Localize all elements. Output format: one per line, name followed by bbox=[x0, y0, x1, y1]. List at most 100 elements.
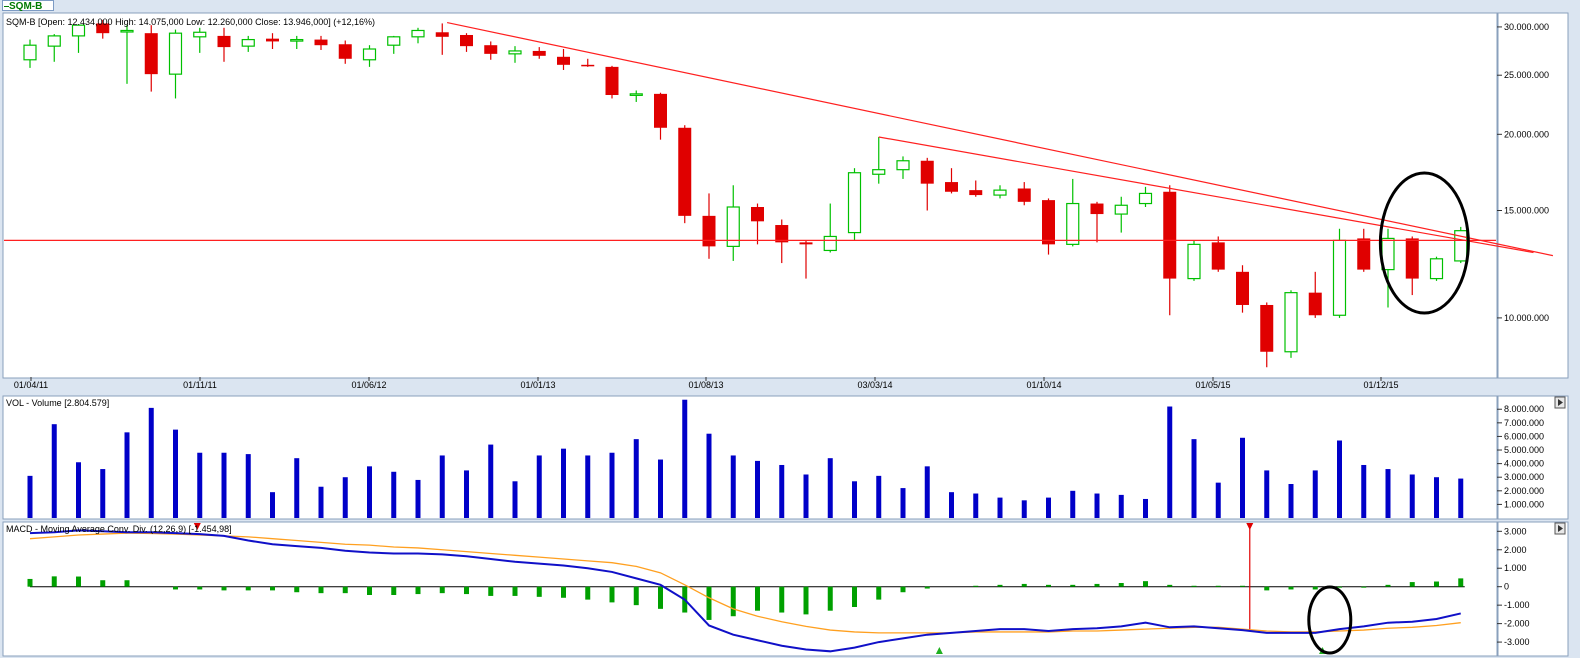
candle bbox=[557, 49, 570, 70]
candle bbox=[1308, 271, 1322, 318]
volume-panel-plot bbox=[2, 395, 1498, 520]
candle bbox=[71, 24, 86, 53]
macd-y-tick-label: 1.000 bbox=[1504, 563, 1527, 573]
price-x-tick-label: 01/05/15 bbox=[1195, 380, 1230, 390]
volume-bar bbox=[1361, 464, 1367, 518]
macd-histogram-bar bbox=[803, 586, 809, 615]
candle-body bbox=[71, 24, 86, 37]
price-y-tick-label: 10.000.000 bbox=[1504, 313, 1549, 323]
volume-bar bbox=[1312, 470, 1318, 518]
collapse-macd-button[interactable] bbox=[1554, 522, 1566, 535]
candle bbox=[775, 219, 789, 264]
annotation-circle-macd bbox=[1307, 585, 1353, 655]
volume-bar bbox=[51, 424, 57, 518]
price-x-tick-label: 01/01/13 bbox=[520, 380, 555, 390]
candle-body bbox=[1090, 203, 1104, 215]
volume-bar bbox=[1046, 497, 1051, 518]
candle-body bbox=[847, 172, 862, 234]
volume-bar bbox=[633, 439, 639, 518]
volume-bar bbox=[682, 399, 688, 518]
candle-body bbox=[23, 44, 37, 61]
candle bbox=[945, 168, 958, 194]
volume-bar bbox=[173, 429, 178, 518]
macd-histogram-bar bbox=[779, 586, 785, 613]
volume-bar bbox=[585, 455, 591, 518]
macd-lines bbox=[29, 529, 1461, 653]
candle-body bbox=[435, 32, 449, 37]
candle bbox=[1381, 228, 1395, 308]
macd-histogram-bar bbox=[924, 586, 930, 589]
candle bbox=[872, 136, 886, 184]
candle-body bbox=[920, 160, 934, 184]
volume-bar bbox=[949, 492, 954, 518]
macd-panel-title: MACD - Moving Average Conv. Div. (12,26,… bbox=[6, 524, 232, 534]
volume-bar bbox=[76, 462, 81, 518]
symbol-tab[interactable]: SQM-B bbox=[2, 0, 54, 12]
candle bbox=[654, 92, 667, 140]
volume-bar bbox=[1434, 477, 1439, 518]
macd-histogram-bar bbox=[1191, 585, 1197, 587]
volume-bar bbox=[124, 432, 130, 518]
candle bbox=[1357, 228, 1371, 272]
candle-body bbox=[1332, 239, 1347, 316]
volume-bar bbox=[1094, 493, 1100, 518]
volume-y-tick-label: 1.000.000 bbox=[1504, 499, 1544, 509]
candle bbox=[23, 39, 37, 68]
candle bbox=[678, 125, 692, 224]
macd-axis-area bbox=[1497, 521, 1569, 657]
macd-histogram-bar bbox=[1264, 586, 1270, 591]
macd-histogram-bar bbox=[221, 586, 227, 591]
macd-histogram-bar bbox=[1118, 583, 1124, 587]
candle-body bbox=[678, 127, 692, 216]
macd-histogram-bar bbox=[852, 586, 857, 607]
arrow-right-icon bbox=[1558, 525, 1563, 532]
candle bbox=[290, 35, 304, 50]
candle-body bbox=[266, 38, 279, 42]
candle bbox=[460, 33, 473, 52]
candle-body bbox=[1187, 243, 1201, 280]
price-x-tick-label: 01/08/13 bbox=[688, 380, 723, 390]
candle bbox=[314, 35, 328, 50]
candle-body bbox=[1163, 191, 1177, 279]
candle-body bbox=[96, 23, 110, 34]
macd-histogram-bar bbox=[827, 586, 833, 611]
candle-body bbox=[799, 242, 813, 245]
macd-histogram-bar bbox=[124, 580, 130, 587]
candle-body bbox=[290, 38, 304, 42]
candle bbox=[241, 35, 255, 52]
price-x-tick-label: 01/06/12 bbox=[351, 380, 386, 390]
candle-body bbox=[1114, 204, 1128, 215]
macd-histogram-bar bbox=[100, 580, 106, 587]
volume-y-tick-label: 6.000.000 bbox=[1504, 431, 1544, 441]
candle-body bbox=[1138, 192, 1153, 205]
volume-bar bbox=[294, 458, 300, 518]
price-x-tick-label: 01/10/14 bbox=[1026, 380, 1061, 390]
volume-bar bbox=[730, 455, 736, 518]
volume-bar bbox=[803, 474, 809, 518]
macd-histogram-bar bbox=[76, 576, 81, 587]
candle-body bbox=[775, 225, 789, 243]
volume-bar bbox=[876, 475, 882, 518]
macd-histogram-bar bbox=[512, 586, 518, 596]
candle-body bbox=[532, 50, 546, 56]
candle-body bbox=[1066, 202, 1080, 245]
candle bbox=[1114, 196, 1128, 233]
volume-y-tick-label: 2.000.000 bbox=[1504, 486, 1544, 496]
collapse-volume-button[interactable] bbox=[1554, 396, 1566, 409]
macd-histogram-bar bbox=[391, 586, 397, 595]
macd-histogram-bar bbox=[51, 576, 57, 587]
macd-line bbox=[29, 529, 1461, 653]
macd-histogram-bar bbox=[1361, 586, 1367, 588]
candle bbox=[920, 157, 934, 211]
price-axis-area bbox=[1497, 12, 1569, 379]
tab-swatch bbox=[4, 6, 9, 7]
candle bbox=[168, 29, 183, 99]
volume-bar bbox=[367, 466, 372, 518]
volume-bar bbox=[609, 452, 615, 518]
candle-body bbox=[969, 190, 983, 196]
buy-signal-marker bbox=[935, 647, 943, 654]
macd-histogram-bar bbox=[1215, 585, 1221, 587]
candle bbox=[847, 168, 862, 241]
candle-body bbox=[193, 31, 207, 38]
macd-histogram-bar bbox=[706, 586, 712, 620]
